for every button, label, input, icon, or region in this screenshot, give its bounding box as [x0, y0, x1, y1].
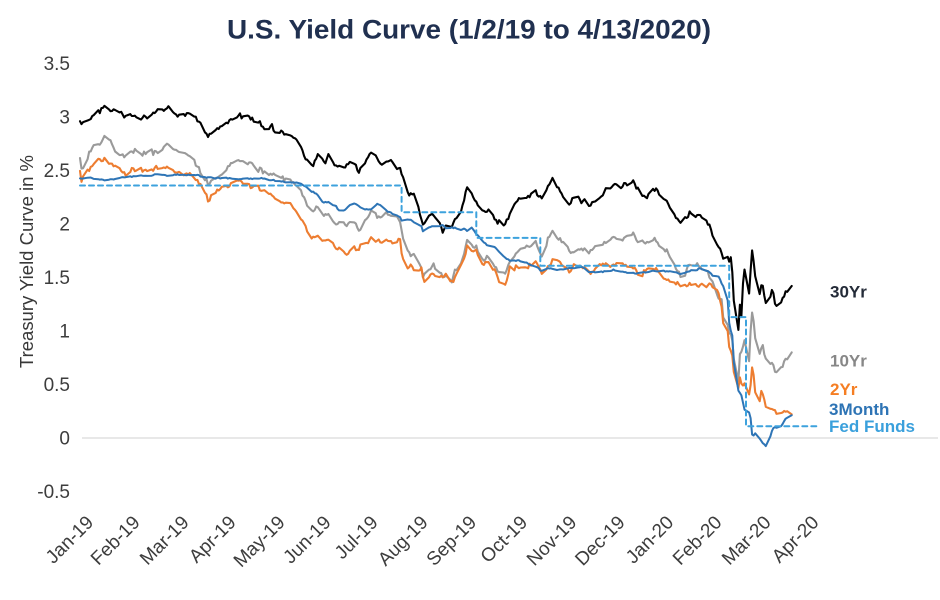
svg-text:Fed Funds: Fed Funds — [829, 417, 915, 436]
svg-text:1.5: 1.5 — [44, 268, 70, 289]
svg-text:30Yr: 30Yr — [830, 283, 867, 302]
svg-text:0: 0 — [59, 429, 70, 450]
svg-text:-0.5: -0.5 — [37, 482, 70, 503]
svg-text:2Yr: 2Yr — [830, 380, 858, 399]
svg-text:1: 1 — [59, 322, 70, 343]
svg-text:2.5: 2.5 — [44, 161, 70, 182]
svg-text:3Month: 3Month — [829, 400, 889, 419]
svg-text:3: 3 — [59, 108, 70, 129]
svg-text:Treasury Yield Curve in %: Treasury Yield Curve in % — [17, 155, 37, 368]
svg-text:U.S. Yield Curve (1/2/19 to 4/: U.S. Yield Curve (1/2/19 to 4/13/2020) — [227, 14, 711, 44]
svg-text:2: 2 — [59, 215, 70, 236]
svg-text:10Yr: 10Yr — [830, 352, 867, 371]
svg-text:0.5: 0.5 — [44, 375, 70, 396]
svg-text:3.5: 3.5 — [44, 54, 70, 75]
